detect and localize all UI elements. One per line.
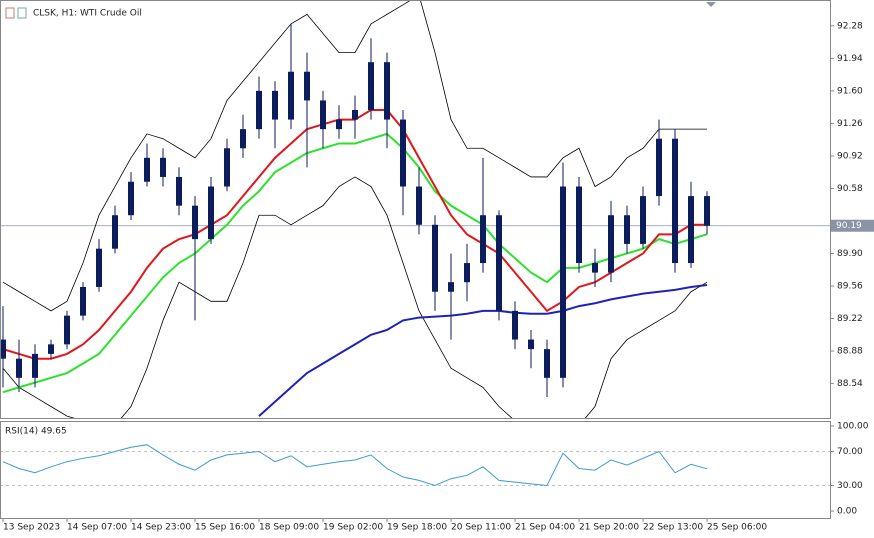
rsi-plot [1,444,830,487]
candle-body [704,196,710,226]
candle-body [112,215,118,249]
shift-marker [706,2,716,7]
candle-body [304,71,310,101]
candle-body [416,186,422,225]
candle-body [32,353,38,378]
candle-body [384,62,390,120]
x-tick-label: 13 Sep 2023 [3,523,60,533]
indicator-line [2,176,708,418]
y-tick-label: 89.56 [837,282,863,292]
candle-body [352,110,358,120]
candle-body [464,263,470,283]
candle-body [624,215,630,244]
candle-body [128,181,134,216]
current-price-label: 90.19 [836,221,862,231]
y-tick-label: 0.00 [837,507,857,517]
candle-body [272,90,278,120]
x-tick-label: 19 Sep 02:00 [323,523,383,533]
candle-body [592,263,598,273]
candle-body [160,157,166,177]
x-tick-label: 21 Sep 20:00 [579,523,639,533]
candle-body [64,315,70,345]
x-tick-label: 14 Sep 07:00 [67,523,127,533]
candle-body [144,157,150,182]
candle-body [432,224,438,292]
candle-body [496,215,502,311]
y-tick-label: 88.54 [837,379,863,389]
candle-body [400,119,406,187]
x-tick-label: 22 Sep 13:00 [643,523,703,533]
y-tick-label: 100.00 [837,421,869,431]
candle-body [176,176,182,206]
candle-body [288,71,294,120]
candle-body [192,205,198,240]
candle-body [48,344,54,354]
candle-body [688,196,694,264]
y-tick-label: 90.58 [837,184,863,194]
candle-body [96,248,102,287]
rsi-panel [0,421,831,519]
candle-body [640,196,646,244]
y-tick-label: 91.94 [837,54,863,64]
candle-body [240,129,246,149]
y-tick-label: 89.22 [837,314,863,324]
candle-body [576,186,582,264]
icon [5,7,15,19]
indicator-line [2,132,708,394]
candle-body [224,148,230,187]
candle-body [656,138,662,197]
y-tick-label: 88.88 [837,347,863,357]
candle-body [672,138,678,264]
indicator-line [2,1,707,312]
rsi-title: RSI(14) 49.65 [5,427,67,437]
y-tick-label: 91.26 [837,119,863,129]
candle-body [16,358,22,378]
y-tick-label: 30.00 [837,481,863,491]
candle-body [336,119,342,130]
y-tick-label: 89.90 [837,249,863,259]
candle-body [448,282,454,292]
x-tick-label: 20 Sep 11:00 [451,523,511,533]
indicator-line [2,444,708,487]
candle-body [480,215,486,264]
candle-body [208,186,214,240]
candle-body [560,186,566,378]
axes: 88.54 88.88 89.22 89.56 89.90 90.58 90.92 91.26… [2,21,874,533]
candle-body [80,286,86,316]
candle-body [320,100,326,130]
x-tick-label: 25 Sep 06:00 [707,523,767,533]
chart-title: CLSK, H1: WTI Crude Oil [33,9,142,19]
y-tick-label: 70.00 [837,447,863,457]
candle-body [256,90,262,130]
candle-body [544,349,550,378]
main-plot [1,1,830,418]
x-tick-label: 19 Sep 18:00 [387,523,447,533]
x-tick-label: 15 Sep 16:00 [195,523,255,533]
candle-body [368,62,374,110]
candle-body [1,339,6,359]
y-tick-label: 92.28 [837,21,863,31]
candle-body [512,310,518,340]
current-price-box [831,219,874,232]
candle-body [528,339,534,350]
y-tick-label: 90.92 [837,151,863,161]
x-tick-label: 18 Sep 09:00 [259,523,319,533]
x-tick-label: 14 Sep 23:00 [131,523,191,533]
icon [17,7,27,19]
y-tick-label: 91.60 [837,86,863,96]
candle-body [608,215,614,273]
indicator-line [258,284,708,417]
x-tick-label: 21 Sep 04:00 [515,523,575,533]
